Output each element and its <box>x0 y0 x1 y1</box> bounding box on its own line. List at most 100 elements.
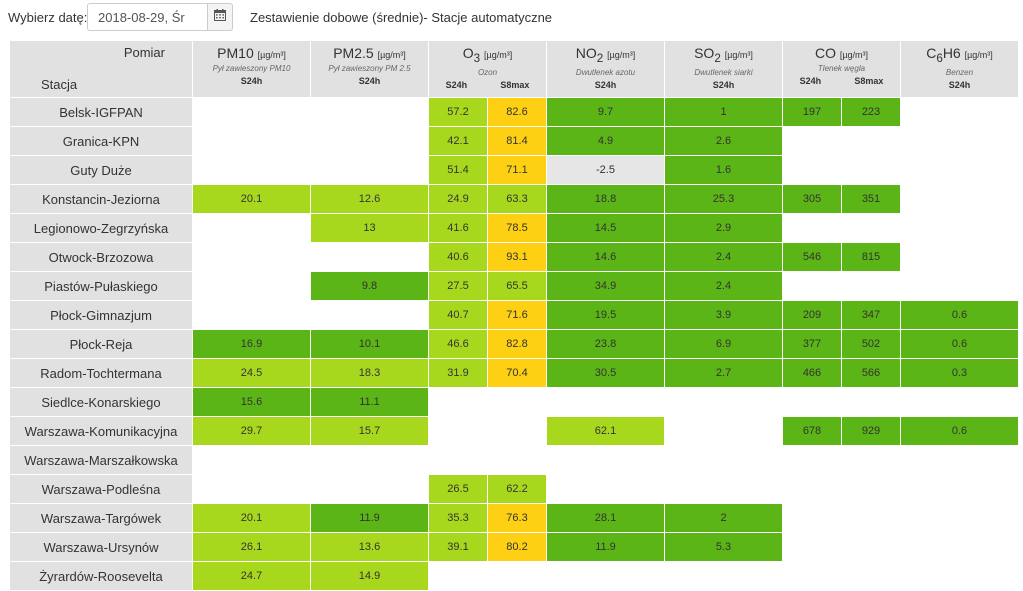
empty-cell <box>782 126 842 156</box>
empty-cell <box>310 474 429 504</box>
empty-cell <box>487 416 547 446</box>
empty-cell <box>546 387 665 417</box>
empty-cell <box>310 155 429 185</box>
calendar-button[interactable] <box>207 3 233 31</box>
station-name[interactable]: Płock-Reja <box>9 329 193 359</box>
measurement-cell: 19.5 <box>546 300 665 330</box>
empty-cell <box>900 387 1019 417</box>
toolbar: Wybierz datę: Zestawienie dobowe (średni… <box>0 0 1023 38</box>
empty-cell <box>192 474 311 504</box>
measurement-cell: 62.1 <box>546 416 665 446</box>
empty-cell <box>900 242 1019 272</box>
measure-type-label: S8max <box>854 76 884 86</box>
pollutant-name: CO [µg/m³] <box>783 45 900 61</box>
pollutant-description: Ozon <box>477 67 498 77</box>
empty-cell <box>841 561 901 591</box>
empty-cell <box>664 561 783 591</box>
measurement-cell: 2.4 <box>664 242 783 272</box>
measure-type-row: S24h <box>547 80 664 90</box>
measurement-cell: 9.7 <box>546 97 665 127</box>
measurement-cell: 11.1 <box>310 387 429 417</box>
pollutant-name: PM10 [µg/m³] <box>193 45 310 61</box>
measurement-cell: 2.4 <box>664 271 783 301</box>
measurement-cell: 3.9 <box>664 300 783 330</box>
pollutant-header: O3 [µg/m³] Ozon S24h S8max <box>428 40 547 98</box>
empty-cell <box>310 126 429 156</box>
table-row: Warszawa-Marszałkowska <box>9 445 1019 475</box>
empty-cell <box>841 445 901 475</box>
measurement-cell: 26.5 <box>428 474 488 504</box>
measurement-cell: 24.9 <box>428 184 488 214</box>
table-row: Guty Duże 51.4 71.1 -2.5 1.6 <box>9 155 1019 185</box>
station-name[interactable]: Płock-Gimnazjum <box>9 300 193 330</box>
measurement-cell: 78.5 <box>487 213 547 243</box>
empty-cell <box>664 474 783 504</box>
measurement-cell: 197 <box>782 97 842 127</box>
measure-type-row: S24h <box>193 76 310 86</box>
measurement-header: Pomiar <box>123 45 165 60</box>
measurement-cell: 40.6 <box>428 242 488 272</box>
pollutant-description: Benzen <box>945 67 974 77</box>
empty-cell <box>310 97 429 127</box>
table-row: Warszawa-Komunikacyjna 29.7 15.7 62.1 678 929… <box>9 416 1019 446</box>
station-name[interactable]: Warszawa-Podleśna <box>9 474 193 504</box>
station-name[interactable]: Warszawa-Ursynów <box>9 532 193 562</box>
empty-cell <box>546 474 665 504</box>
empty-cell <box>192 155 311 185</box>
page-title: Zestawienie dobowe (średnie)- Stacje aut… <box>250 10 553 25</box>
empty-cell <box>900 561 1019 591</box>
empty-cell <box>782 561 842 591</box>
station-name[interactable]: Warszawa-Komunikacyjna <box>9 416 193 446</box>
measure-type-row: S24h <box>311 76 428 86</box>
measurement-cell: -2.5 <box>546 155 665 185</box>
station-name[interactable]: Konstancin-Jeziorna <box>9 184 193 214</box>
pollutant-unit: [µg/m³] <box>377 50 406 60</box>
station-name[interactable]: Radom-Tochtermana <box>9 358 193 388</box>
empty-cell <box>192 300 311 330</box>
empty-cell <box>192 271 311 301</box>
table-row: Radom-Tochtermana 24.5 18.3 31.9 70.4 30.5 2.7… <box>9 358 1019 388</box>
measurement-cell: 566 <box>841 358 901 388</box>
empty-cell <box>841 387 901 417</box>
table-row: Warszawa-Targówek 20.1 11.9 35.3 76.3 28.1 2 <box>9 503 1019 533</box>
measure-type-row: S24h S8max <box>429 80 546 90</box>
measure-type-label: S24h <box>445 79 468 90</box>
station-name[interactable]: Guty Duże <box>9 155 193 185</box>
measure-type-row: S24h <box>901 80 1018 90</box>
table-row: Żyrardów-Roosevelta 24.7 14.9 <box>9 561 1019 591</box>
empty-cell <box>310 445 429 475</box>
empty-cell <box>841 503 901 533</box>
measurement-cell: 2.7 <box>664 358 783 388</box>
station-name[interactable]: Żyrardów-Roosevelta <box>9 561 193 591</box>
pollutant-name: PM2.5 [µg/m³] <box>311 45 428 61</box>
measurement-cell: 1 <box>664 97 783 127</box>
pollutant-name: C6H6 [µg/m³] <box>901 45 1018 65</box>
station-name[interactable]: Legionowo-Zegrzyńska <box>9 213 193 243</box>
date-input[interactable] <box>87 3 208 31</box>
measurement-cell: 71.1 <box>487 155 547 185</box>
station-name[interactable]: Otwock-Brzozowa <box>9 242 193 272</box>
station-name[interactable]: Warszawa-Marszałkowska <box>9 445 193 475</box>
station-name[interactable]: Belsk-IGFPAN <box>9 97 193 127</box>
table-row: Konstancin-Jeziorna 20.1 12.6 24.9 63.3 18.8 2… <box>9 184 1019 214</box>
measurement-cell: 65.5 <box>487 271 547 301</box>
empty-cell <box>546 445 665 475</box>
pollutant-unit: [µg/m³] <box>484 50 513 60</box>
station-name[interactable]: Piastów-Pułaskiego <box>9 271 193 301</box>
station-name[interactable]: Warszawa-Targówek <box>9 503 193 533</box>
measurement-cell: 1.6 <box>664 155 783 185</box>
pollutant-description: Dwutlenek azotu <box>575 67 636 77</box>
table-row: Warszawa-Podleśna 26.5 62.2 <box>9 474 1019 504</box>
empty-cell <box>900 213 1019 243</box>
empty-cell <box>192 97 311 127</box>
measurement-cell: 23.8 <box>546 329 665 359</box>
measurement-cell: 0.6 <box>900 416 1019 446</box>
station-name[interactable]: Siedlce-Konarskiego <box>9 387 193 417</box>
empty-cell <box>841 271 901 301</box>
empty-cell <box>487 445 547 475</box>
measurement-cell: 51.4 <box>428 155 488 185</box>
station-name[interactable]: Granica-KPN <box>9 126 193 156</box>
pollutant-name: O3 [µg/m³] <box>429 45 546 65</box>
measurement-cell: 14.5 <box>546 213 665 243</box>
measurement-cell: 82.6 <box>487 97 547 127</box>
